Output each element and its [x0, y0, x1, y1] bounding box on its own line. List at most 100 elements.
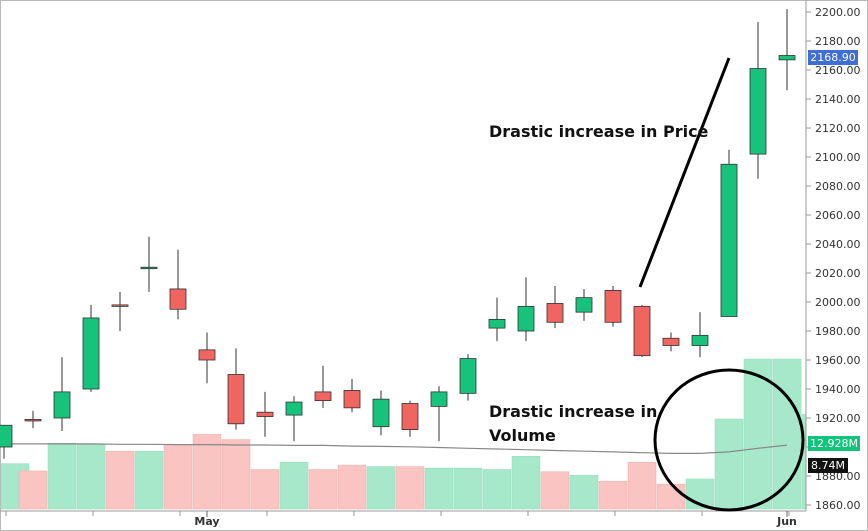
candle [256, 391, 274, 437]
volume-bar [743, 358, 773, 510]
candle-body [169, 288, 187, 310]
last-price-badge: 2168.90 [808, 50, 858, 65]
candle [459, 354, 477, 401]
candle-body [633, 305, 651, 357]
candle-body [314, 391, 332, 401]
volume-bar [482, 469, 512, 510]
candle [314, 365, 332, 408]
candle-body [778, 55, 796, 61]
y-tick-label: 2180.00 [815, 35, 861, 48]
y-tick-label: 2040.00 [815, 238, 861, 251]
candle-body [488, 318, 506, 329]
y-tick-label: 1880.00 [815, 470, 861, 483]
candle [285, 396, 303, 442]
volume-bar [598, 480, 628, 510]
volume-bar [279, 461, 309, 510]
volume-bar [366, 466, 396, 510]
x-tick-label: Jun [776, 515, 797, 528]
volume-bar [627, 461, 657, 510]
candle-body [401, 403, 419, 431]
volume-bar [192, 434, 222, 510]
candle [575, 288, 593, 321]
candle [343, 378, 361, 413]
volume-annotation-text-line1: Drastic increase in [489, 402, 657, 421]
candle [53, 357, 71, 432]
candle [488, 297, 506, 342]
candle-body [662, 337, 680, 346]
y-tick-label: 1980.00 [815, 325, 861, 338]
y-tick-label: 1940.00 [815, 383, 861, 396]
volume-bar [47, 442, 77, 510]
last-price-label: 2168.90 [810, 51, 856, 64]
volume-bar [105, 450, 135, 510]
candle [82, 304, 100, 392]
y-tick-label: 2200.00 [815, 6, 861, 19]
volume-bar [569, 475, 599, 510]
y-tick-label: 1920.00 [815, 412, 861, 425]
volume-bar [424, 467, 454, 510]
candle [778, 9, 796, 91]
candle [111, 291, 129, 331]
volume-bar [76, 444, 106, 510]
candle [517, 277, 535, 342]
candle [662, 332, 680, 352]
candle [720, 149, 738, 317]
candle [140, 236, 158, 292]
volume-bar [337, 464, 367, 510]
last-volume-badge: 12.928M [808, 436, 860, 451]
candle-body [430, 391, 448, 407]
candle [24, 410, 42, 429]
volume-bar [250, 469, 280, 510]
candle-body [575, 297, 593, 313]
candle-body [140, 266, 158, 270]
y-tick-label: 2000.00 [815, 296, 861, 309]
volume-bar [308, 469, 338, 510]
candle-body [198, 349, 216, 361]
price-candles [0, 9, 796, 459]
y-tick-label: 2100.00 [815, 151, 861, 164]
volume-annotation-circle [653, 368, 805, 512]
volume-bar [163, 444, 193, 510]
volume-bar [656, 483, 686, 510]
candle-body [24, 419, 42, 422]
volume-bar [395, 466, 425, 510]
y-tick-label: 1860.00 [815, 499, 861, 512]
candle-body [256, 411, 274, 417]
volume-bar [511, 456, 541, 510]
y-tick-label: 2120.00 [815, 122, 861, 135]
volume-bar [714, 418, 744, 510]
y-tick-label: 2140.00 [815, 93, 861, 106]
last-volume-label: 12.928M [810, 437, 858, 450]
candle-body [720, 163, 738, 317]
volume-ma-badge: 8.74M [808, 458, 848, 473]
candle [227, 348, 245, 430]
candle [749, 22, 767, 179]
candle [604, 286, 622, 327]
y-tick-label: 2080.00 [815, 180, 861, 193]
candle-body [53, 391, 71, 419]
y-tick-label: 2020.00 [815, 267, 861, 280]
volume-ma-label: 8.74M [811, 459, 845, 472]
candle [0, 424, 13, 459]
candle-body [546, 303, 564, 323]
volume-bar [772, 358, 802, 510]
y-tick-label: 1960.00 [815, 354, 861, 367]
y-tick-label: 2060.00 [815, 209, 861, 222]
x-tick-label: May [194, 515, 219, 528]
time-axis-ticks: May Jun [5, 511, 797, 528]
volume-annotation-text-line2: Volume [489, 426, 556, 445]
candle [198, 332, 216, 384]
candle-body [285, 401, 303, 416]
candle-body [459, 358, 477, 394]
candle-body [604, 289, 622, 323]
price-annotation-pointer [638, 57, 731, 288]
volume-bar [18, 470, 48, 510]
candle [169, 249, 187, 320]
candle-body [227, 374, 245, 425]
candle-body [517, 305, 535, 332]
candle-body [343, 390, 361, 409]
candle-body [111, 304, 129, 307]
candle-body [82, 317, 100, 390]
volume-bar [134, 450, 164, 510]
